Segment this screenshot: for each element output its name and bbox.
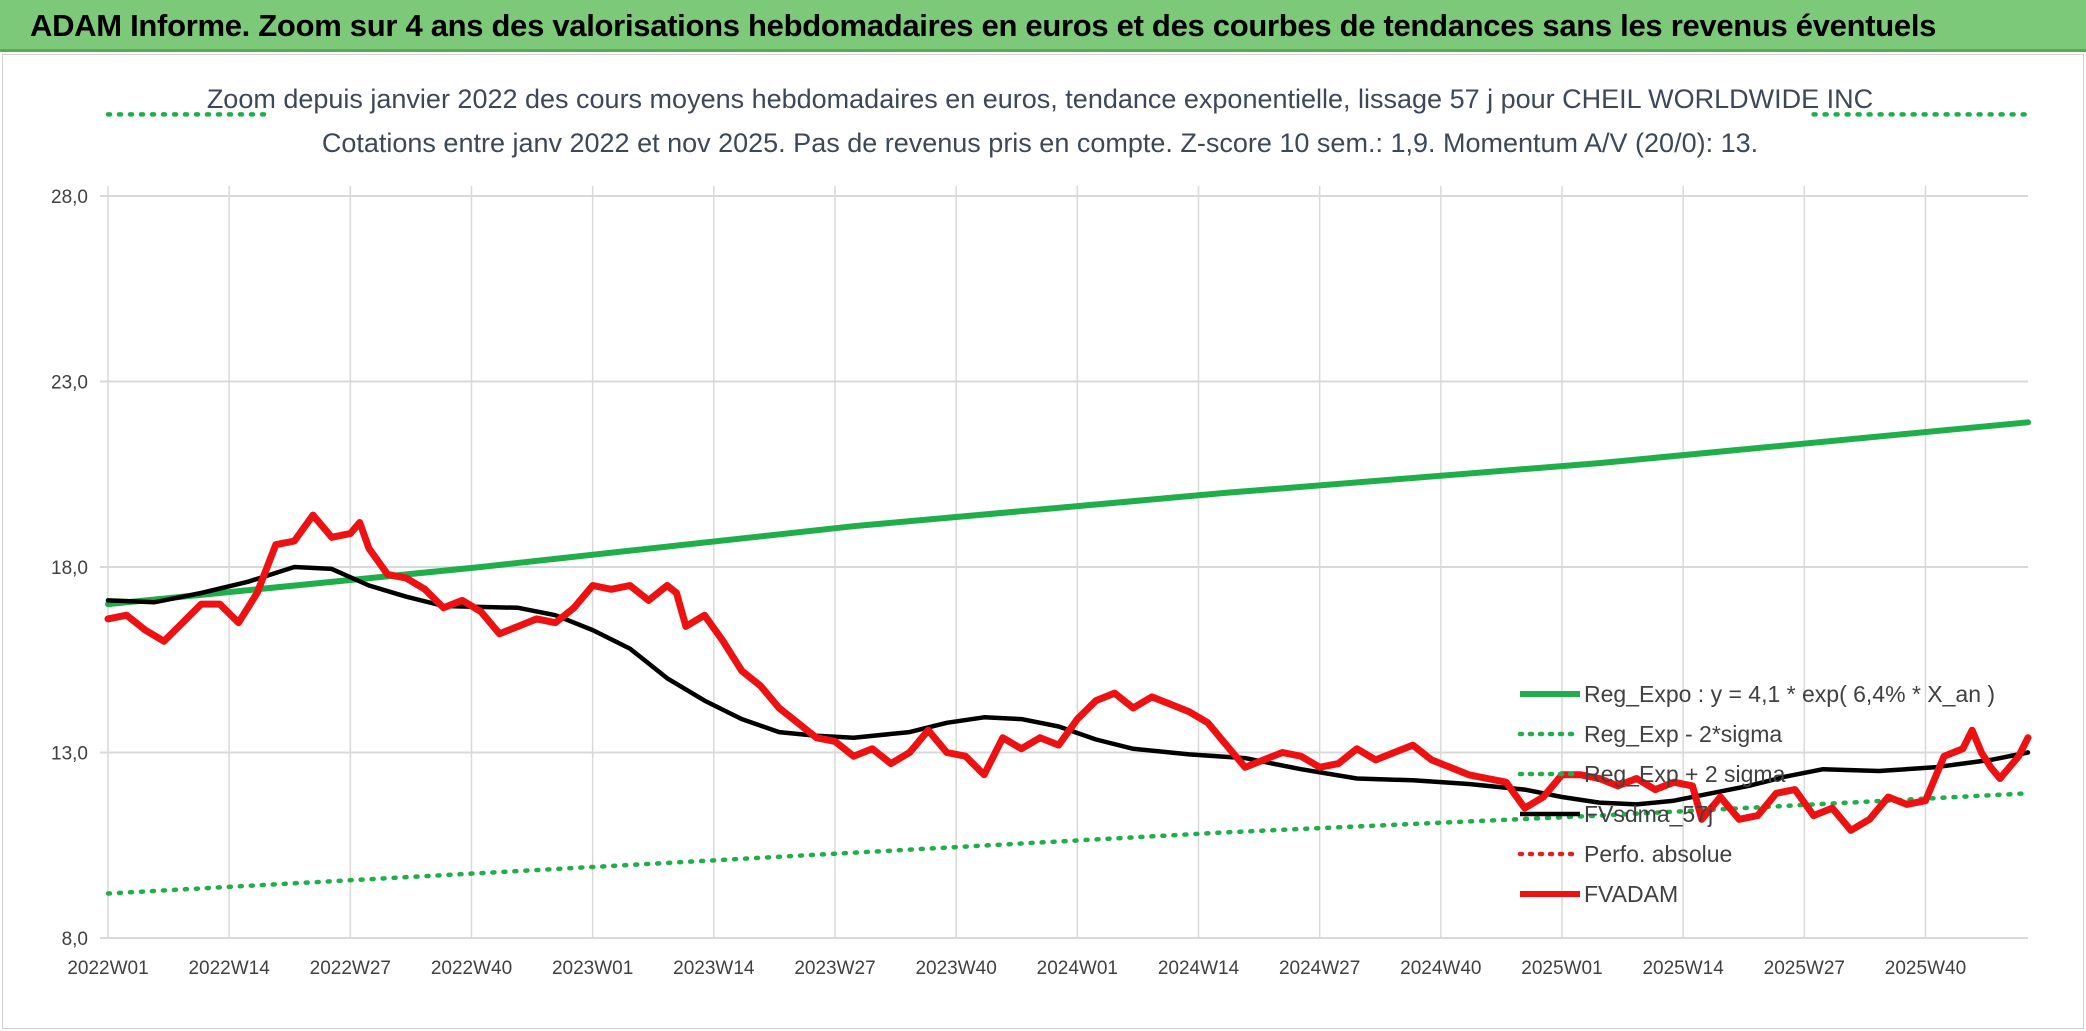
legend-label: Reg_Exp + 2 sigma (1584, 761, 1786, 787)
fvadam-line (104, 511, 2032, 834)
x-tick-label: 2025W01 (1521, 958, 1602, 979)
x-axis: 2022W01 2022W14 2022W27 2022W40 2023W01 2023W… (67, 958, 1966, 979)
x-tick-label: 2024W01 (1037, 958, 1118, 979)
x-tick-label: 2025W40 (1885, 958, 1966, 979)
x-tick-label: 2022W01 (67, 958, 148, 979)
x-tick-label: 2022W14 (188, 958, 270, 979)
y-tick-label: 18,0 (51, 558, 88, 579)
chart-title-line-1: Zoom depuis janvier 2022 des cours moyen… (207, 84, 1873, 114)
x-tick-label: 2024W14 (1158, 958, 1240, 979)
report-title: ADAM Informe. Zoom sur 4 ans des valoris… (30, 8, 1937, 43)
report-header: ADAM Informe. Zoom sur 4 ans des valoris… (0, 0, 2086, 52)
y-tick-label: 8,0 (62, 929, 88, 950)
grid (100, 186, 2028, 939)
trend-line (105, 419, 2031, 608)
x-tick-label: 2023W14 (673, 958, 755, 979)
x-tick-label: 2023W01 (552, 958, 633, 979)
x-tick-label: 2024W27 (1279, 958, 1360, 979)
chart-frame (2, 54, 2084, 1029)
y-tick-label: 28,0 (51, 187, 88, 208)
legend-label: Reg_Expo : y = 4,1 * exp( 6,4% * X_an ) (1584, 681, 1995, 707)
y-axis: 28,0 23,0 18,0 13,0 8,0 (51, 187, 88, 950)
y-tick-label: 13,0 (51, 744, 88, 765)
x-tick-label: 2025W14 (1642, 958, 1724, 979)
x-tick-label: 2022W27 (310, 958, 391, 979)
x-tick-label: 2025W27 (1764, 958, 1845, 979)
legend-label: FVADAM (1584, 881, 1678, 907)
x-tick-label: 2023W27 (794, 958, 875, 979)
series-lines (104, 112, 2032, 896)
y-tick-label: 23,0 (51, 373, 88, 394)
x-tick-label: 2023W40 (915, 958, 996, 979)
lower-band-line (105, 791, 2031, 896)
x-tick-label: 2024W40 (1400, 958, 1481, 979)
legend-label: Perfo. absolue (1584, 841, 1732, 867)
x-tick-label: 2022W40 (431, 958, 512, 979)
legend-label: Reg_Exp - 2*sigma (1584, 721, 1782, 747)
legend-label: FVsdma_57j (1584, 801, 1713, 827)
legend: Reg_Expo : y = 4,1 * exp( 6,4% * X_an ) R… (1517, 681, 1995, 907)
chart-title-line-2: Cotations entre janv 2022 et nov 2025. P… (322, 128, 1758, 158)
